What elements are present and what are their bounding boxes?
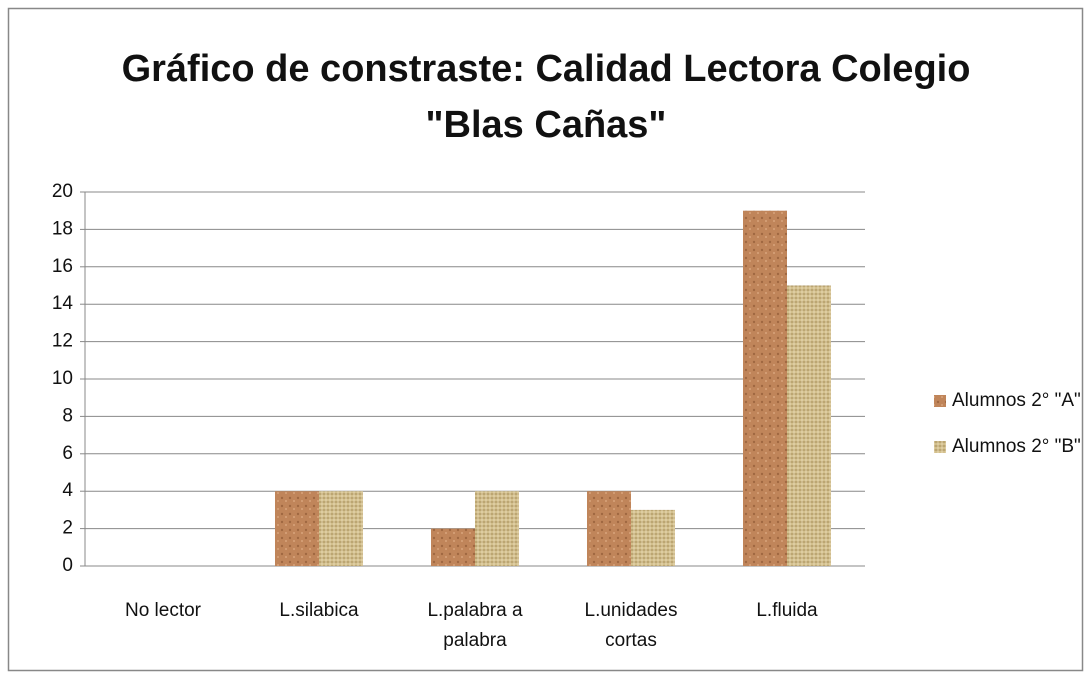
y-tick-label: 6 xyxy=(62,443,73,464)
y-tick-label: 20 xyxy=(52,181,73,202)
bar xyxy=(743,210,787,566)
legend-label: Alumnos 2° "A" xyxy=(952,390,1081,411)
y-tick-label: 18 xyxy=(52,218,73,239)
x-tick-label: L.fluida xyxy=(756,600,818,621)
bar xyxy=(275,491,319,566)
chart-title: Gráfico de constraste: Calidad Lectora C… xyxy=(121,48,971,90)
bar xyxy=(587,491,631,566)
y-tick-label: 14 xyxy=(52,293,74,314)
x-tick-label: L.palabra a palabra xyxy=(427,600,523,651)
bar xyxy=(787,285,831,566)
bar xyxy=(475,491,519,566)
legend-swatch xyxy=(934,395,946,407)
x-tick-label: L.unidades cortas xyxy=(584,600,678,651)
y-tick-label: 10 xyxy=(52,368,73,389)
y-tick-label: 2 xyxy=(62,518,73,539)
chart-frame xyxy=(7,7,1084,672)
bar xyxy=(431,528,475,566)
y-tick-label: 16 xyxy=(52,256,73,277)
x-tick-label: No lector xyxy=(124,600,202,621)
y-tick-label: 4 xyxy=(62,480,73,501)
x-tick-label: L.silabica xyxy=(279,600,359,621)
y-tick-label: 0 xyxy=(62,555,73,576)
legend-label: Alumnos 2° "B" xyxy=(952,436,1081,457)
y-tick-label: 12 xyxy=(52,331,73,352)
chart-title: "Blas Cañas" xyxy=(425,104,667,146)
legend-swatch xyxy=(934,441,946,453)
bar xyxy=(631,509,675,566)
y-tick-label: 8 xyxy=(62,405,73,426)
bar xyxy=(319,491,363,566)
